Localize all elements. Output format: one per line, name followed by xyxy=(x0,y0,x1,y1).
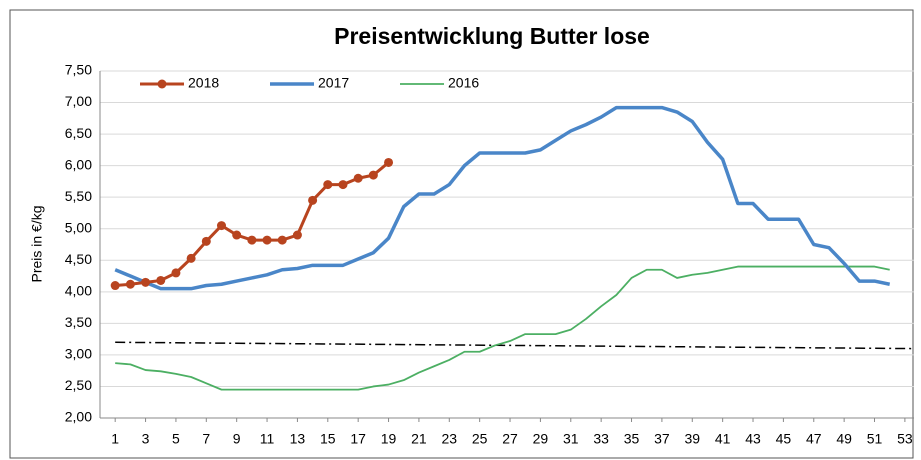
y-tick-label: 6,50 xyxy=(65,125,92,141)
x-tick-label: 13 xyxy=(290,431,306,447)
x-tick-label: 51 xyxy=(867,431,883,447)
x-tick-label: 15 xyxy=(320,431,336,447)
data-point xyxy=(201,236,211,246)
data-point xyxy=(323,180,333,190)
y-tick-label: 7,50 xyxy=(65,62,92,78)
data-point xyxy=(338,180,348,190)
x-tick-label: 33 xyxy=(593,431,609,447)
x-tick-label: 23 xyxy=(442,431,458,447)
x-tick-label: 27 xyxy=(502,431,518,447)
data-point xyxy=(292,230,302,240)
x-tick-label: 49 xyxy=(836,431,852,447)
data-point xyxy=(384,157,394,167)
y-tick-label: 7,00 xyxy=(65,93,92,109)
y-tick-label: 5,00 xyxy=(65,219,92,235)
data-point xyxy=(110,281,120,291)
series-line xyxy=(114,105,891,291)
data-point xyxy=(277,235,287,245)
y-tick-label: 2,50 xyxy=(65,377,92,393)
legend-label: 2016 xyxy=(448,75,479,91)
x-tick-label: 5 xyxy=(172,431,180,447)
x-tick-label: 47 xyxy=(806,431,822,447)
x-tick-label: 43 xyxy=(745,431,761,447)
x-tick-label: 9 xyxy=(233,431,241,447)
data-point xyxy=(156,275,166,285)
y-tick-label: 6,00 xyxy=(65,156,92,172)
data-point xyxy=(247,235,257,245)
data-point xyxy=(353,173,363,183)
x-tick-label: 1 xyxy=(111,431,119,447)
chart-title: Preisentwicklung Butter lose xyxy=(334,23,650,49)
x-tick-label: 11 xyxy=(260,431,275,447)
series-line xyxy=(115,265,890,391)
x-tick-label: 37 xyxy=(654,431,670,447)
x-tick-label: 7 xyxy=(202,431,210,447)
x-tick-label: 31 xyxy=(563,431,579,447)
x-tick-label: 29 xyxy=(533,431,549,447)
data-point xyxy=(368,170,378,180)
trendline xyxy=(115,341,915,350)
y-tick-label: 5,50 xyxy=(65,188,92,204)
y-tick-label: 2,00 xyxy=(65,409,92,425)
data-point xyxy=(186,253,196,263)
x-tick-label: 45 xyxy=(776,431,792,447)
x-tick-label: 19 xyxy=(381,431,397,447)
y-axis-label: Preis in €/kg xyxy=(29,205,45,282)
data-point xyxy=(262,235,272,245)
legend-marker xyxy=(157,79,167,89)
x-tick-label: 21 xyxy=(411,431,427,447)
y-tick-label: 3,50 xyxy=(65,314,92,330)
x-tick-label: 53 xyxy=(897,431,913,447)
x-tick-label: 3 xyxy=(142,431,150,447)
data-point xyxy=(125,279,135,289)
x-tick-label: 17 xyxy=(350,431,366,447)
x-tick-label: 41 xyxy=(715,431,731,447)
legend-label: 2017 xyxy=(318,75,349,91)
data-point xyxy=(171,268,181,278)
x-tick-label: 39 xyxy=(684,431,700,447)
y-tick-label: 4,00 xyxy=(65,283,92,299)
data-point xyxy=(141,277,151,287)
legend-label: 2018 xyxy=(188,75,219,91)
data-point xyxy=(232,230,242,240)
x-tick-label: 25 xyxy=(472,431,488,447)
x-tick-label: 35 xyxy=(624,431,640,447)
y-tick-label: 4,50 xyxy=(65,251,92,267)
data-point xyxy=(308,195,318,205)
y-tick-label: 3,00 xyxy=(65,346,92,362)
data-point xyxy=(216,221,226,231)
